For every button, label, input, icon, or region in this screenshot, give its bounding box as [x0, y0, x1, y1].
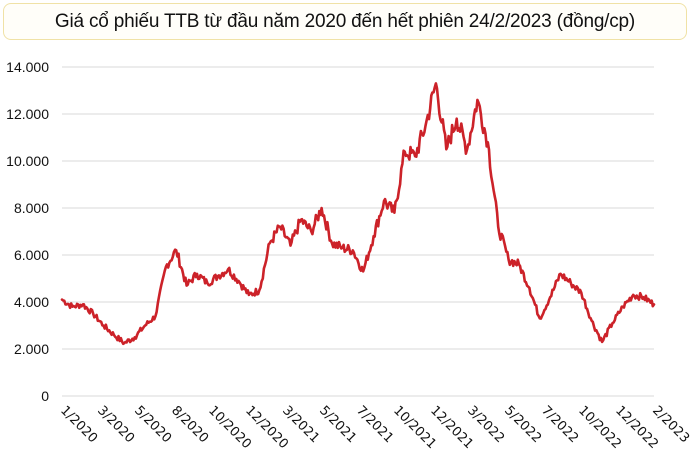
x-axis-ticks: 1/20203/20205/20208/202010/202012/20203/… [57, 403, 692, 452]
y-axis-ticks: 0 2.000 4.000 6.000 8.000 10.000 12.000 14.000 [6, 59, 49, 404]
x-tick-label: 5/2022 [501, 403, 544, 446]
x-tick-label: 3/2020 [94, 403, 137, 446]
gridlines [62, 66, 654, 397]
y-tick-label: 8.000 [14, 200, 49, 216]
chart-title-box: Giá cổ phiếu TTB từ đầu năm 2020 đến hết… [3, 3, 687, 40]
price-line [60, 82, 656, 346]
y-tick-label: 6.000 [14, 247, 49, 263]
x-tick-label: 7/2022 [538, 403, 581, 446]
y-tick-label: 2.000 [14, 341, 49, 357]
y-tick-label: 4.000 [14, 294, 49, 310]
x-tick-label: 1/2020 [57, 403, 100, 446]
x-tick-label: 8/2020 [168, 403, 211, 446]
y-tick-label: 10.000 [6, 153, 49, 169]
y-tick-label: 14.000 [6, 59, 49, 75]
x-tick-label: 5/2021 [316, 403, 359, 446]
x-tick-label: 5/2020 [131, 403, 174, 446]
y-tick-label: 0 [41, 388, 49, 404]
chart-title: Giá cổ phiếu TTB từ đầu năm 2020 đến hết… [54, 10, 636, 32]
x-tick-label: 7/2021 [353, 403, 396, 446]
y-tick-label: 12.000 [6, 106, 49, 122]
